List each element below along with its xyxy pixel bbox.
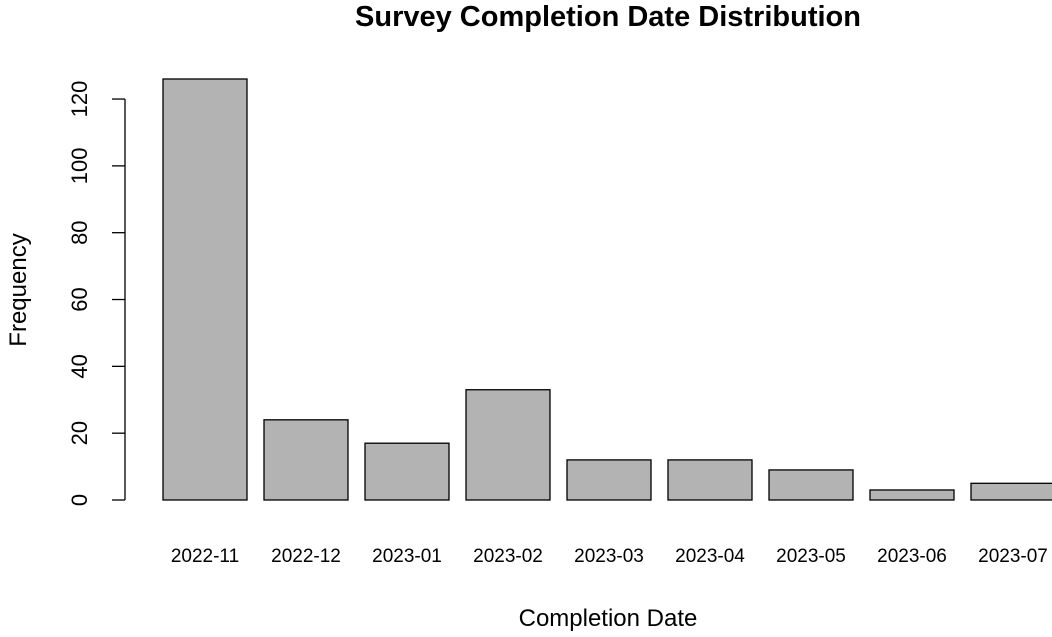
x-category-label: 2022-11 [171,546,239,567]
x-category-label: 2023-05 [776,546,846,567]
y-tick-label: 100 [67,148,92,185]
bar-2023-05 [768,469,854,501]
x-category-label: 2023-04 [675,546,745,567]
y-tick-label: 120 [67,81,92,118]
bar-2022-12 [263,419,349,501]
bar-2023-07 [970,482,1052,501]
x-category-label: 2023-07 [978,546,1048,567]
x-category-label: 2023-03 [574,546,644,567]
y-tick-label: 80 [67,220,92,244]
y-axis: 0 20 40 60 80 100 120 [67,81,126,506]
x-category-label: 2023-01 [372,546,442,567]
bar-2023-01 [364,442,450,501]
bar-2023-04 [667,459,753,501]
x-axis-title: Completion Date [519,605,698,632]
bar-2023-06 [869,489,955,501]
bar-2023-03 [566,459,652,501]
x-category-label: 2023-06 [877,546,947,567]
bar-series [162,78,1052,501]
chart-title: Survey Completion Date Distribution [355,1,861,33]
y-tick-label: 60 [67,287,92,311]
x-category-label: 2023-02 [473,546,543,567]
y-tick-label: 40 [67,354,92,378]
x-axis-category-labels: 2022-11 2022-12 2023-01 2023-02 2023-03 2023-… [171,546,1048,567]
y-tick-label: 0 [67,494,92,506]
x-category-label: 2022-12 [271,546,341,567]
bar-2023-02 [465,389,551,501]
y-axis-title: Frequency [5,233,32,346]
bar-2022-11 [162,78,248,501]
y-tick-label: 20 [67,421,92,445]
